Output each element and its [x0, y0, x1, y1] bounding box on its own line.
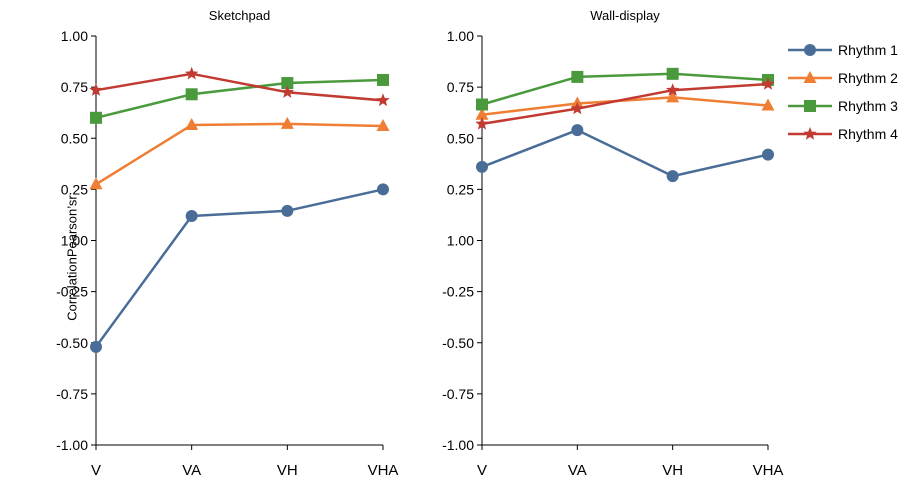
series-rhythm-1 — [476, 124, 774, 183]
y-tick-label: 1.00 — [447, 233, 474, 249]
data-point-rhythm-1 — [666, 170, 679, 183]
data-point-rhythm-4 — [185, 66, 199, 80]
series-rhythm-1 — [90, 183, 389, 353]
series-rhythm-3 — [476, 67, 774, 111]
legend-marker-rhythm-3 — [804, 100, 816, 112]
legend-marker-rhythm-2 — [803, 71, 817, 83]
legend-marker-rhythm-1 — [804, 44, 816, 56]
data-point-rhythm-2 — [475, 107, 489, 120]
y-tick-label: -0.75 — [56, 386, 88, 402]
data-point-rhythm-1 — [476, 160, 488, 173]
data-point-rhythm-4 — [280, 85, 294, 98]
chart-panel-sketchpad: Sketchpad 1.00 0.75 0.50 0.25 1.00 -0.25 -0.50 -… — [56, 8, 398, 479]
series-line-rhythm-4 — [95, 72, 384, 102]
y-tick-label: 0.75 — [61, 79, 88, 95]
series-rhythm-2 — [89, 116, 390, 190]
data-point-rhythm-3 — [90, 111, 102, 124]
y-tick-label: 0.50 — [447, 130, 474, 146]
legend-label-rhythm-3: Rhythm 3 — [838, 98, 898, 114]
series-rhythm-4 — [475, 77, 775, 130]
x-tick-label: VH — [277, 462, 298, 479]
data-point-rhythm-4 — [89, 83, 103, 96]
y-tick-label: -0.25 — [56, 284, 88, 300]
x-tick-label: V — [91, 462, 101, 479]
data-point-rhythm-2 — [280, 116, 294, 129]
data-point-rhythm-2 — [666, 90, 680, 103]
y-tick-label: 1.00 — [61, 233, 88, 249]
y-tick-label: 0.25 — [61, 181, 88, 197]
y-tick-label: -0.50 — [56, 335, 88, 351]
chart-panel-wall-display: Wall-display 1.00 0.75 0.50 0.25 1.00 -0.25 -0.… — [442, 8, 898, 479]
data-point-rhythm-1 — [281, 204, 294, 217]
y-tick-label: 0.75 — [447, 79, 474, 95]
data-point-rhythm-3 — [377, 73, 389, 86]
chart-title: Wall-display — [590, 8, 660, 23]
data-point-rhythm-4 — [570, 101, 584, 115]
series-rhythm-3 — [90, 73, 389, 124]
legend-label-rhythm-4: Rhythm 4 — [838, 126, 898, 142]
y-tick-label: -1.00 — [56, 437, 88, 453]
series-rhythm-4 — [89, 66, 390, 107]
y-axis-label: CorrelationPearson’sr — [64, 195, 80, 321]
legend: Rhythm 1 Rhythm 2 Rhythm 3 Rhythm 4 — [788, 42, 898, 142]
x-tick-label: VA — [182, 462, 201, 479]
data-point-rhythm-4 — [761, 77, 775, 90]
legend-marker-rhythm-4 — [803, 127, 817, 140]
series-line-rhythm-1 — [481, 128, 769, 178]
y-tick-label: 0.50 — [61, 130, 88, 146]
series-rhythm-2 — [475, 90, 775, 120]
data-point-rhythm-1 — [90, 340, 102, 353]
data-point-rhythm-3 — [666, 67, 679, 80]
y-tick-label: -0.25 — [442, 284, 474, 300]
data-point-rhythm-1 — [185, 209, 198, 222]
y-tick-label: -0.75 — [442, 386, 474, 402]
data-point-rhythm-1 — [571, 124, 584, 137]
y-tick-label: -1.00 — [442, 437, 474, 453]
series-line-rhythm-3 — [95, 78, 384, 120]
data-point-rhythm-2 — [185, 117, 199, 130]
series-line-rhythm-3 — [481, 72, 769, 106]
series-line-rhythm-4 — [481, 82, 769, 126]
y-tick-label: 1.00 — [447, 28, 474, 44]
data-point-rhythm-4 — [475, 116, 489, 130]
data-point-rhythm-2 — [761, 98, 775, 111]
chart-title: Sketchpad — [209, 8, 270, 23]
data-point-rhythm-3 — [571, 70, 584, 83]
data-point-rhythm-1 — [377, 183, 389, 196]
series-line-rhythm-1 — [94, 188, 384, 348]
data-point-rhythm-4 — [666, 83, 680, 96]
data-point-rhythm-2 — [376, 118, 390, 131]
data-point-rhythm-3 — [476, 98, 488, 111]
data-point-rhythm-3 — [185, 88, 198, 101]
data-point-rhythm-2 — [89, 177, 103, 190]
legend-label-rhythm-1: Rhythm 1 — [838, 42, 898, 58]
y-tick-label: 1.00 — [61, 28, 88, 44]
data-point-rhythm-1 — [762, 148, 774, 161]
y-tick-label: 0.25 — [447, 181, 474, 197]
x-tick-label: VH — [662, 462, 683, 479]
x-tick-label: VHA — [753, 462, 784, 479]
legend-label-rhythm-2: Rhythm 2 — [838, 70, 898, 86]
y-tick-label: -0.50 — [442, 335, 474, 351]
series-line-rhythm-2 — [95, 122, 384, 186]
x-tick-label: VHA — [368, 462, 399, 479]
x-tick-label: V — [477, 462, 487, 479]
x-tick-label: VA — [568, 462, 587, 479]
data-point-rhythm-4 — [376, 93, 390, 107]
data-point-rhythm-3 — [281, 77, 294, 90]
